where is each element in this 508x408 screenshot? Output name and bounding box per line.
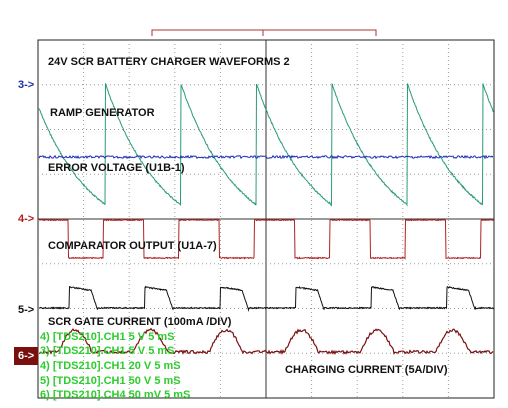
setting: 3) [TDS210].CH1 5 V 5 mS <box>40 345 175 357</box>
trace-label: RAMP GENERATOR <box>50 107 155 119</box>
waveforms <box>38 83 494 356</box>
setting: 4) [TDS210].CH1 20 V 5 mS <box>40 360 181 372</box>
waveform <box>38 83 494 207</box>
title: 24V SCR BATTERY CHARGER WAVEFORMS 2 <box>48 56 290 68</box>
waveform <box>38 327 494 356</box>
trace-label: ERROR VOLTAGE (U1B-1) <box>48 162 185 174</box>
trace-label: SCR GATE CURRENT (100mA /DIV) <box>48 316 232 328</box>
channel-marker: 3-> <box>18 79 34 91</box>
time-ruler <box>151 29 377 36</box>
setting: 4) [TDS210].CH1 5 V 5 mS <box>40 331 175 343</box>
channel-marker: 4-> <box>18 213 34 225</box>
waveform <box>38 154 494 160</box>
trace-label: COMPARATOR OUTPUT (U1A-7) <box>48 240 217 252</box>
waveform <box>38 285 494 312</box>
channel-marker: 6-> <box>18 350 34 362</box>
channel-marker: 5-> <box>18 304 34 316</box>
waveform <box>38 218 494 260</box>
setting: 5) [TDS210].CH1 50 V 5 mS <box>40 375 181 387</box>
trace-label: CHARGING CURRENT (5A/DIV) <box>285 364 448 376</box>
setting: 6) [TDS210].CH4 50 mV 5 mS <box>40 389 190 401</box>
channel-marker-box <box>14 347 38 365</box>
